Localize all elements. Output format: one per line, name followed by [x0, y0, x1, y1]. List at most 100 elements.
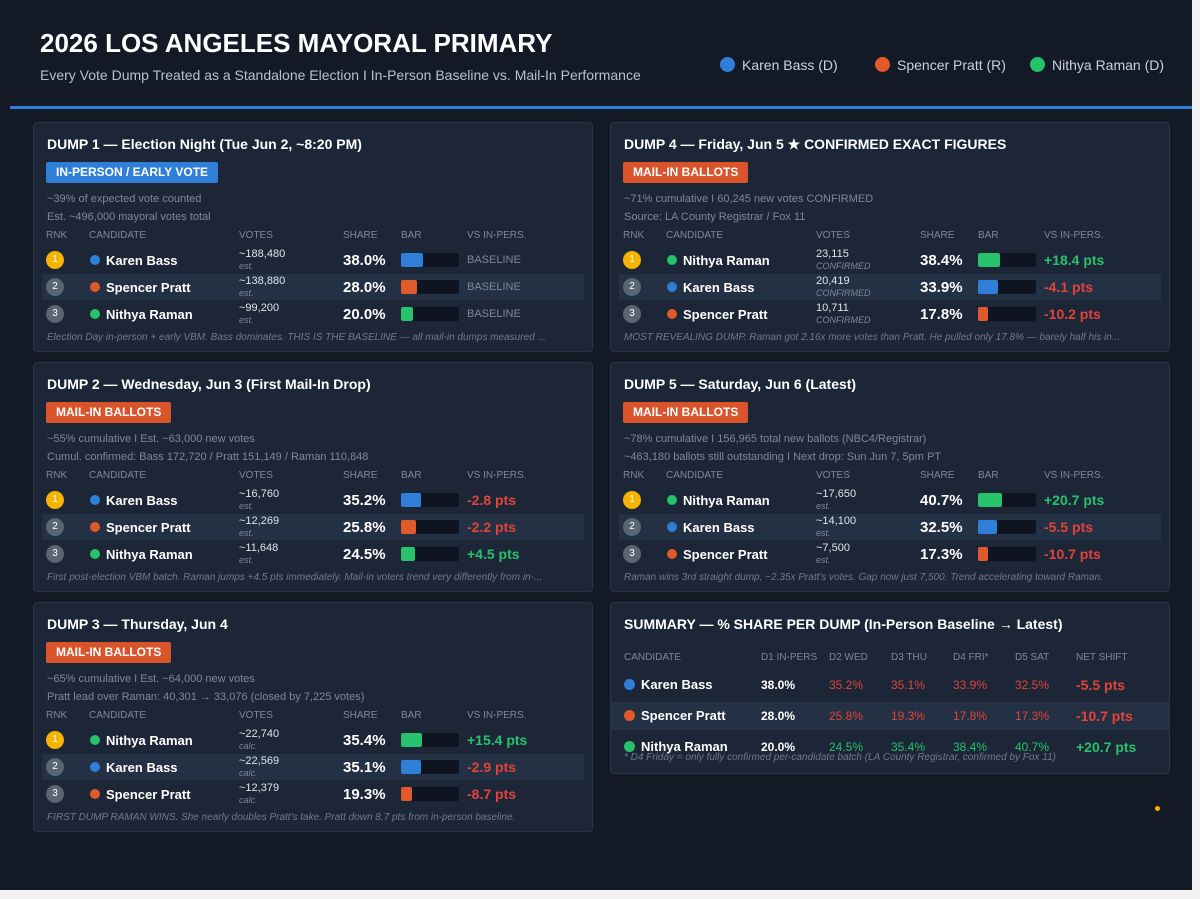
votes: ~12,379	[239, 782, 280, 794]
row: 2 Spencer Pratt ~12,269 est. 25.8% -2.2 pts	[42, 514, 584, 540]
votes: ~138,880	[239, 275, 286, 287]
votes: ~22,740	[239, 728, 280, 740]
votes: 23,115	[816, 248, 849, 260]
bar-track	[978, 520, 1036, 534]
bar	[401, 280, 418, 294]
votes: ~99,200	[239, 302, 280, 314]
bar	[401, 520, 416, 534]
legend-label: Nithya Raman (D)	[1052, 57, 1165, 73]
bar-track	[401, 787, 459, 801]
share: 40.7%	[920, 492, 963, 509]
column-header: D2 WED	[829, 652, 868, 663]
candidate: Spencer Pratt	[106, 520, 191, 535]
row: 3 Nithya Raman ~11,648 est. 24.5% +4.5 pts	[42, 541, 584, 567]
share-cell: 25.8%	[829, 709, 864, 723]
votes-note: calc.	[239, 795, 258, 805]
candidate-dot	[90, 789, 100, 799]
row: 3 Spencer Pratt 10,711 CONFIRMED 17.8% -10.2 …	[619, 301, 1161, 327]
votes: ~22,569	[239, 755, 280, 767]
candidate-dot	[667, 522, 677, 532]
column-header: VS IN-PERS.	[467, 710, 527, 721]
share-cell: 17.3%	[1015, 709, 1050, 723]
candidate: Karen Bass	[683, 280, 755, 295]
row: 3 Spencer Pratt ~7,500 est. 17.3% -10.7 pts	[619, 541, 1161, 567]
candidate: Nithya Raman	[641, 739, 728, 754]
votes-note: calc.	[239, 768, 258, 778]
candidate: Nithya Raman	[106, 307, 193, 322]
column-header: CANDIDATE	[89, 230, 147, 241]
card-title: DUMP 3 — Thursday, Jun 4	[47, 616, 228, 632]
candidate-dot	[667, 282, 677, 292]
share: 32.5%	[920, 519, 963, 536]
row: 2 Karen Bass ~14,100 est. 32.5% -5.5 pts	[619, 514, 1161, 540]
info-line: ~39% of expected vote counted	[47, 193, 202, 205]
net-shift: -5.5 pts	[1076, 677, 1126, 693]
bar-track	[978, 307, 1036, 321]
column-header: D5 SAT	[1015, 652, 1050, 663]
column-header: VOTES	[816, 230, 850, 241]
bar	[401, 307, 413, 321]
summary-row: Karen Bass 38.0% 35.2% 35.1% 33.9% 32.5% -5.5 …	[611, 671, 1169, 699]
row: 2 Spencer Pratt ~138,880 est. 28.0% BASELINE	[42, 274, 584, 300]
votes: ~14,100	[816, 515, 857, 527]
bar	[401, 760, 422, 774]
summary-card: SUMMARY — % SHARE PER DUMP (In-Person Ba…	[610, 602, 1170, 774]
share: 19.3%	[343, 786, 386, 803]
column-header: BAR	[401, 230, 422, 241]
rank-badge: 2	[46, 278, 64, 296]
candidate-dot	[90, 255, 100, 265]
info-line: ~71% cumulative I 60,245 new votes CONFI…	[624, 193, 874, 205]
votes-note: CONFIRMED	[816, 288, 871, 298]
bar-track	[978, 280, 1036, 294]
card-title: DUMP 4 — Friday, Jun 5 ★ CONFIRMED EXACT…	[624, 136, 1007, 152]
share-cell: 19.3%	[891, 709, 926, 723]
candidate-dot	[90, 762, 100, 772]
rank-badge: 1	[623, 491, 641, 509]
votes: ~11,648	[239, 542, 279, 554]
votes-note: est.	[816, 528, 831, 538]
bar	[401, 493, 422, 507]
bar-track	[401, 280, 459, 294]
vs-in-person: +20.7 pts	[1044, 492, 1105, 508]
votes: ~16,760	[239, 488, 280, 500]
bar-track	[978, 547, 1036, 561]
card-title: DUMP 1 — Election Night (Tue Jun 2, ~8:2…	[47, 136, 362, 152]
candidate: Karen Bass	[683, 520, 755, 535]
summary-title: SUMMARY — % SHARE PER DUMP (In-Person Ba…	[624, 616, 1063, 632]
votes-note: est.	[816, 501, 831, 511]
vs-in-person: -10.2 pts	[1044, 306, 1101, 322]
title: 2026 LOS ANGELES MAYORAL PRIMARY	[40, 28, 553, 58]
votes: 20,419	[816, 275, 850, 287]
legend-dot	[1030, 57, 1045, 72]
vs-in-person: -2.2 pts	[467, 519, 517, 535]
column-header: CANDIDATE	[624, 652, 682, 663]
candidate-dot	[90, 282, 100, 292]
row: 3 Nithya Raman ~99,200 est. 20.0% BASELINE	[42, 301, 584, 327]
votes: ~188,480	[239, 248, 286, 260]
legend-label: Karen Bass (D)	[742, 57, 838, 73]
bar	[978, 547, 989, 561]
column-header: BAR	[978, 230, 999, 241]
divider	[10, 106, 1192, 109]
candidate-dot	[90, 522, 100, 532]
share: 28.0%	[343, 279, 386, 296]
share-cell: 35.1%	[891, 678, 926, 692]
row: 1 Nithya Raman ~17,650 est. 40.7% +20.7 pts	[619, 487, 1161, 513]
legend-dot	[875, 57, 890, 72]
column-header: SHARE	[920, 230, 955, 241]
summary-row: Nithya Raman 20.0% 24.5% 35.4% 38.4% 40.7% +20…	[611, 733, 1169, 761]
row: 1 Karen Bass ~16,760 est. 35.2% -2.8 pts	[42, 487, 584, 513]
vs-in-person: -2.8 pts	[467, 492, 517, 508]
votes-note: CONFIRMED	[816, 261, 871, 271]
vs-in-person: BASELINE	[467, 308, 521, 320]
candidate-dot	[90, 549, 100, 559]
card-note: First post-election VBM batch. Raman jum…	[47, 572, 543, 583]
info-line: ~463,180 ballots still outstanding I Nex…	[624, 451, 942, 463]
row: 3 Spencer Pratt ~12,379 calc. 19.3% -8.7 pts	[42, 781, 584, 807]
info-line: Source: LA County Registrar / Fox 11	[624, 211, 806, 223]
share: 35.4%	[343, 732, 386, 749]
dump-card: DUMP 1 — Election Night (Tue Jun 2, ~8:2…	[33, 122, 593, 352]
column-header: BAR	[401, 470, 422, 481]
column-header: SHARE	[343, 710, 378, 721]
